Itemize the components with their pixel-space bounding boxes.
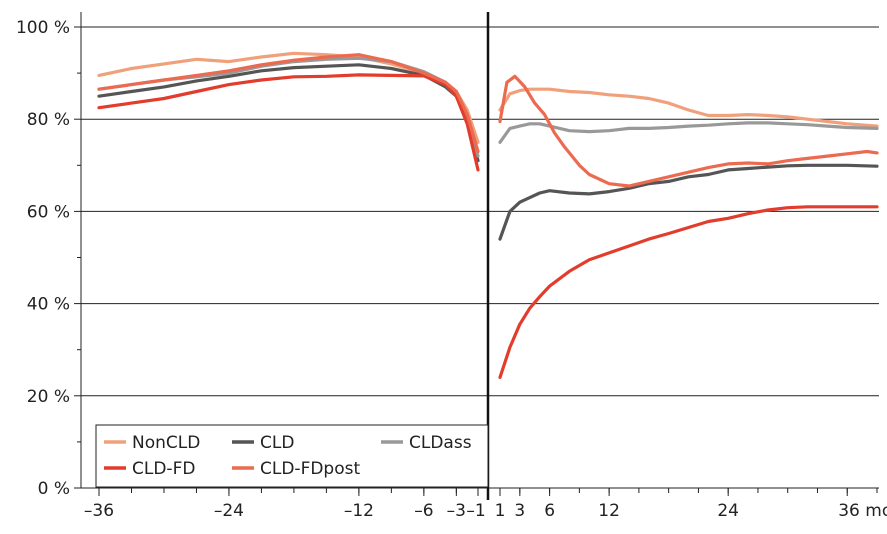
x-tick-label: –1 bbox=[466, 501, 485, 521]
x-tick-label: 24 bbox=[717, 501, 739, 521]
series-line-cld-fd-after bbox=[498, 205, 879, 379]
x-tick-label: –36 bbox=[84, 501, 114, 521]
y-tick-label: 60 % bbox=[27, 202, 70, 222]
y-tick-label: 0 % bbox=[38, 479, 70, 499]
y-tick-label: 40 % bbox=[27, 295, 70, 315]
legend: NonCLD CLD CLDass CLD-FD CLD-FDpost bbox=[95, 424, 489, 488]
x-tick-label: 12 bbox=[598, 501, 620, 521]
y-tick-label: 20 % bbox=[27, 387, 70, 407]
legend-label-noncld: NonCLD bbox=[132, 433, 200, 453]
series-line-noncld-after bbox=[498, 87, 879, 128]
series-line-cld-fdpost-after bbox=[498, 74, 879, 188]
x-tick-label: 6 bbox=[544, 501, 555, 521]
grid-lines bbox=[81, 26, 879, 397]
series-line-cld-fd-before bbox=[97, 73, 480, 172]
x-tick-label: 3 bbox=[514, 501, 525, 521]
legend-label-cld-fd: CLD-FD bbox=[132, 459, 195, 479]
legend-label-cld-fdpost: CLD-FDpost bbox=[260, 459, 360, 479]
x-tick-label: –12 bbox=[344, 501, 374, 521]
legend-box bbox=[95, 424, 489, 488]
series-lines bbox=[97, 51, 879, 379]
legend-label-cld: CLD bbox=[260, 433, 294, 453]
x-tick-label: 1 bbox=[495, 501, 506, 521]
series-line-cld-before bbox=[97, 63, 480, 163]
x-tick-label: –6 bbox=[414, 501, 433, 521]
series-line-cldass-after bbox=[498, 121, 879, 144]
x-tick-label: –3 bbox=[447, 501, 466, 521]
axes: 0 % 20 % 40 % 60 % 80 % 100 % –36 –24 –12 –6 –3 –1 1… bbox=[16, 12, 887, 521]
x-tick-label: –24 bbox=[214, 501, 244, 521]
series-line-cld-fdpost-before bbox=[97, 53, 480, 154]
legend-label-cldass: CLDass bbox=[409, 433, 472, 453]
y-tick-label: 100 % bbox=[16, 18, 70, 38]
series-line-cld-after bbox=[498, 163, 879, 241]
y-tick-label: 80 % bbox=[27, 110, 70, 130]
x-tick-label: 36 mois bbox=[838, 501, 887, 521]
